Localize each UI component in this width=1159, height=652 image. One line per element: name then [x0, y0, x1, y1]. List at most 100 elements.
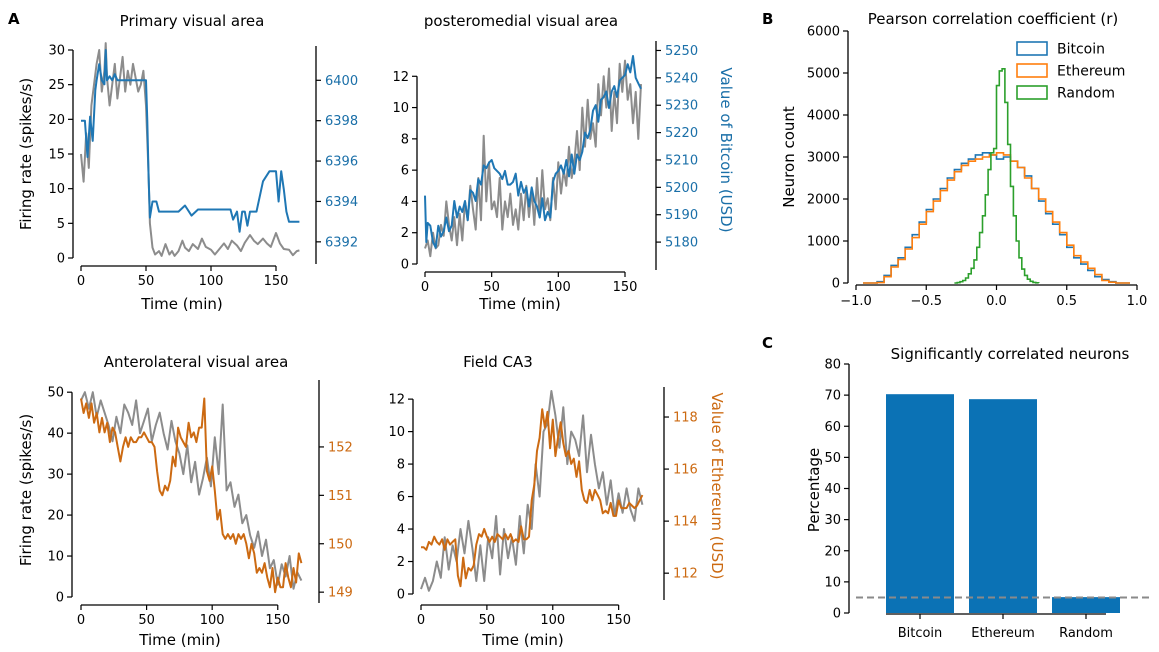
right-y-tick-label: 6398 — [325, 114, 358, 129]
bitcoin-price-line — [424, 55, 642, 249]
right-y-axis-label: Value of Ethereum (USD) — [708, 393, 726, 580]
x-tick-label: 150 — [606, 613, 631, 628]
right-y-tick-label: 114 — [673, 515, 698, 530]
chart-title: Primary visual area — [120, 12, 265, 30]
y-tick-label: 10 — [388, 425, 405, 440]
chart-title: Field CA3 — [463, 353, 533, 371]
y-tick-label: 30 — [824, 513, 841, 528]
y-tick-label: 0 — [833, 607, 841, 622]
legend-label-bitcoin: Bitcoin — [1057, 42, 1105, 58]
x-tick-label: Ethereum — [971, 626, 1035, 641]
y-tick-label: 4000 — [807, 109, 840, 124]
y-tick-label: 6 — [401, 164, 409, 179]
y-tick-label: 80 — [824, 358, 841, 373]
y-tick-label: 10 — [47, 550, 64, 565]
y-tick-label: 0 — [56, 591, 64, 606]
y-tick-label: 1000 — [807, 235, 840, 250]
right-y-tick-label: 5200 — [665, 181, 698, 196]
ethereum-price-line — [421, 408, 644, 588]
right-y-tick-label: 5240 — [665, 71, 698, 86]
chart-title: Significantly correlated neurons — [891, 345, 1130, 363]
y-tick-label: 30 — [47, 468, 64, 483]
x-tick-label: 50 — [138, 613, 155, 628]
right-y-tick-label: 118 — [673, 411, 698, 426]
right-y-tick-label: 149 — [328, 586, 353, 601]
y-tick-label: 25 — [48, 78, 65, 93]
y-tick-label: 50 — [47, 386, 64, 401]
right-y-tick-label: 6400 — [325, 74, 358, 89]
right-y-tick-label: 116 — [673, 463, 698, 478]
x-tick-label: 100 — [546, 280, 571, 295]
x-tick-label: 50 — [479, 613, 496, 628]
right-y-tick-label: 6392 — [325, 235, 358, 250]
panel-letter-a: A — [8, 10, 20, 28]
y-tick-label: 6000 — [807, 25, 840, 40]
chart-title: posteromedial visual area — [424, 12, 618, 30]
y-tick-label: 6 — [397, 490, 405, 505]
y-tick-label: 10 — [824, 575, 841, 590]
y-tick-label: 0 — [57, 252, 65, 267]
legend-label-random: Random — [1057, 86, 1115, 102]
y-tick-label: 2000 — [807, 193, 840, 208]
bitcoin-price-line — [81, 49, 300, 233]
x-tick-label: 0 — [77, 613, 85, 628]
y-tick-label: 0 — [401, 258, 409, 273]
x-tick-label: 150 — [265, 613, 290, 628]
y-axis-label: Neuron count — [780, 106, 798, 208]
ethereum-price-line — [80, 397, 303, 594]
right-y-tick-label: 5190 — [665, 208, 698, 223]
right-y-tick-label: 5230 — [665, 99, 698, 114]
y-tick-label: 2 — [401, 226, 409, 241]
x-tick-label: 0.0 — [986, 294, 1007, 309]
histogram-bitcoin — [863, 152, 1130, 284]
right-y-tick-label: 6394 — [325, 195, 358, 210]
x-tick-label: 0.5 — [1056, 294, 1077, 309]
panel-correlation-histogram: Pearson correlation coefficient (r) Neur… — [780, 10, 1147, 309]
right-y-tick-label: 6396 — [325, 155, 358, 170]
y-tick-label: 40 — [47, 427, 64, 442]
y-tick-label: 10 — [392, 101, 409, 116]
x-tick-label: 150 — [264, 274, 289, 289]
y-tick-label: 3000 — [807, 151, 840, 166]
firing-rate-line — [80, 391, 303, 590]
legend-swatch-random — [1016, 85, 1048, 100]
panel-primary-visual-area: Primary visual area Time (min) Firing ra… — [17, 12, 358, 313]
x-tick-label: 50 — [138, 274, 155, 289]
x-axis-label: Time (min) — [478, 295, 560, 313]
y-tick-label: 40 — [824, 482, 841, 497]
y-tick-label: 8 — [401, 132, 409, 147]
panel-posteromedial-visual-area: posteromedial visual area Time (min) Val… — [392, 12, 735, 313]
bar-bitcoin — [886, 394, 954, 613]
x-axis-label: Time (min) — [481, 631, 563, 649]
right-y-tick-label: 5220 — [665, 126, 698, 141]
panel-letter-c: C — [762, 334, 773, 352]
x-axis-label: Time (min) — [140, 295, 222, 313]
y-tick-label: 12 — [392, 70, 409, 85]
panel-anterolateral-visual-area: Anterolateral visual area Time (min) Fir… — [17, 353, 353, 649]
legend-label-ethereum: Ethereum — [1057, 64, 1125, 80]
x-tick-label: 50 — [483, 280, 500, 295]
panel-letter-b: B — [762, 10, 773, 28]
panel-significant-neurons: Significantly correlated neurons Percent… — [805, 345, 1152, 641]
legend-swatch-bitcoin — [1016, 41, 1048, 56]
x-tick-label: 100 — [200, 613, 225, 628]
y-axis-label: Firing rate (spikes/s) — [17, 78, 35, 230]
bar-random — [1052, 597, 1120, 613]
y-tick-label: 20 — [824, 544, 841, 559]
x-axis-label: Time (min) — [138, 631, 220, 649]
right-y-axis-label: Value of Bitcoin (USD) — [717, 67, 735, 232]
right-y-tick-label: 151 — [328, 489, 353, 504]
y-axis-label: Percentage — [805, 448, 823, 532]
chart-title: Anterolateral visual area — [104, 353, 289, 371]
x-tick-label: 1.0 — [1127, 294, 1148, 309]
y-tick-label: 12 — [388, 393, 405, 408]
y-tick-label: 30 — [48, 44, 65, 59]
y-tick-label: 5000 — [807, 67, 840, 82]
x-tick-label: 0 — [421, 280, 429, 295]
y-tick-label: 5 — [57, 217, 65, 232]
firing-rate-line — [420, 390, 644, 592]
right-y-tick-label: 112 — [673, 567, 698, 582]
histogram-random — [954, 68, 1040, 284]
y-tick-label: 0 — [832, 277, 840, 292]
x-tick-label: 100 — [540, 613, 565, 628]
